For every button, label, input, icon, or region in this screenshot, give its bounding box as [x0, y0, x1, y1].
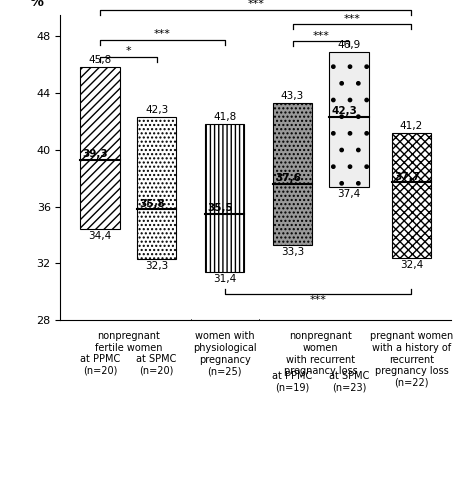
Text: 34,4: 34,4 [88, 232, 112, 241]
Text: 37,4: 37,4 [338, 189, 361, 199]
Text: 41,8: 41,8 [213, 112, 236, 122]
Bar [329, 52, 369, 186]
Text: at PPMC
(n=19): at PPMC (n=19) [272, 371, 312, 392]
Text: 45,8: 45,8 [88, 56, 112, 66]
Text: at PPMC
(n=20): at PPMC (n=20) [80, 354, 120, 376]
Text: %: % [29, 0, 43, 9]
Text: 33,3: 33,3 [281, 247, 304, 257]
Text: at SPMC
(n=20): at SPMC (n=20) [137, 354, 177, 376]
Text: at SPMC
(n=23): at SPMC (n=23) [329, 371, 369, 392]
Text: 31,4: 31,4 [213, 274, 236, 284]
Text: ***: *** [310, 295, 326, 305]
Bar [137, 117, 177, 259]
Text: nonpregnant
women
with recurrent
pregnancy loss: nonpregnant women with recurrent pregnan… [284, 332, 358, 376]
Text: ***: *** [247, 0, 264, 10]
Text: 42,3: 42,3 [332, 106, 358, 117]
Bar [392, 132, 431, 258]
Text: ***: *** [344, 14, 360, 24]
Text: *: * [126, 46, 131, 56]
Text: 46,9: 46,9 [338, 40, 361, 50]
Text: 37,6: 37,6 [275, 173, 301, 183]
Bar [80, 68, 120, 229]
Text: 35,8: 35,8 [139, 198, 165, 208]
Text: 35,5: 35,5 [207, 203, 233, 213]
Text: 41,2: 41,2 [400, 120, 423, 130]
Bar [273, 103, 312, 245]
Text: 42,3: 42,3 [145, 105, 168, 115]
Text: 32,3: 32,3 [145, 261, 168, 271]
Text: ***: *** [312, 30, 329, 40]
Text: women with
physiological
pregnancy
(n=25): women with physiological pregnancy (n=25… [193, 332, 256, 376]
Bar [205, 124, 245, 272]
Text: ***: *** [154, 29, 171, 39]
Text: pregnant women
with a history of
recurrent
pregnancy loss
(n=22): pregnant women with a history of recurre… [370, 332, 453, 388]
Text: 39,3: 39,3 [82, 149, 108, 159]
Text: 32,4: 32,4 [400, 260, 423, 270]
Text: 43,3: 43,3 [281, 91, 304, 101]
Text: nonpregnant
fertile women: nonpregnant fertile women [95, 332, 162, 353]
Text: 37,7: 37,7 [394, 172, 420, 181]
